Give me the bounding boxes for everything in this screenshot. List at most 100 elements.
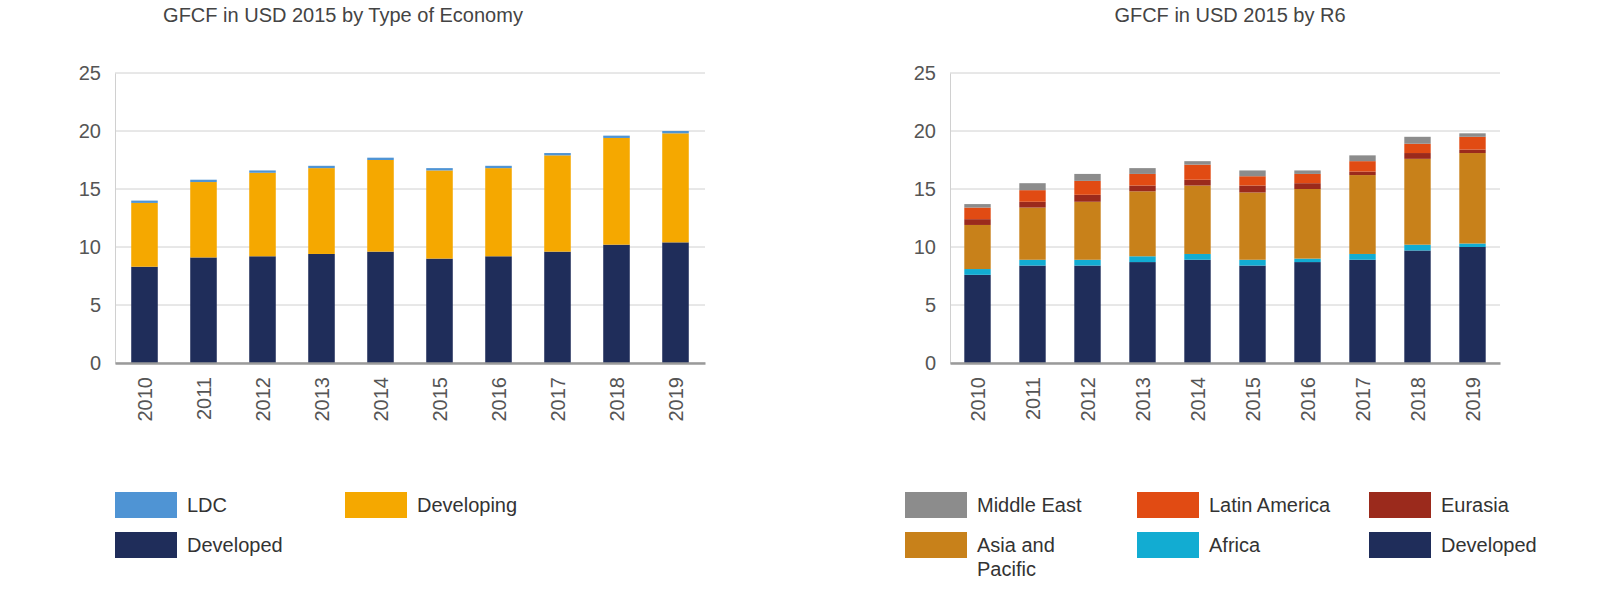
legend-item: Asia andPacific	[905, 532, 1055, 580]
tick-label: 15	[79, 178, 101, 200]
legend-label: Latin America	[1209, 494, 1331, 516]
bar	[1294, 174, 1320, 183]
axis-line	[115, 74, 116, 364]
bar	[249, 173, 276, 257]
bar	[426, 259, 453, 363]
tick-label: 10	[79, 236, 101, 258]
tick: 2016	[488, 363, 510, 422]
bar	[1294, 183, 1320, 189]
bar	[1294, 262, 1320, 363]
bar	[249, 170, 276, 172]
bar	[964, 208, 990, 220]
tick: 2013	[1132, 363, 1154, 422]
bar	[308, 168, 335, 254]
legend-swatch	[905, 492, 967, 518]
tick-label: 15	[914, 178, 936, 200]
legend-item: Developed	[1369, 532, 1537, 558]
bars	[131, 131, 689, 363]
bar	[662, 242, 689, 363]
bar	[964, 269, 990, 275]
bar	[190, 182, 217, 257]
legend-label: Middle East	[977, 494, 1082, 516]
bar	[190, 180, 217, 182]
legend-item: LDC	[115, 492, 227, 518]
tick: 2015	[1242, 363, 1264, 422]
bar	[1349, 254, 1375, 260]
bar	[1019, 260, 1045, 266]
legend-swatch	[345, 492, 407, 518]
bar	[1459, 137, 1485, 150]
grid-line	[115, 73, 705, 74]
tick-label: 2011	[193, 377, 215, 420]
tick-label: 5	[90, 294, 101, 316]
tick: 2011	[1022, 363, 1044, 420]
legend-label: Eurasia	[1441, 494, 1510, 516]
bar	[308, 254, 335, 363]
tick-label: 2019	[1462, 377, 1484, 422]
bar	[544, 155, 571, 251]
tick-label: 2018	[606, 377, 628, 422]
legend-swatch	[1369, 492, 1431, 518]
legend: DevelopedAfricaAsia andPacificEurasiaLat…	[905, 492, 1537, 580]
bar	[1239, 186, 1265, 193]
axis-line	[116, 362, 706, 365]
legend-item: Middle East	[905, 492, 1082, 518]
bar	[190, 257, 217, 363]
grid-line	[950, 73, 1500, 74]
bar	[1459, 247, 1485, 363]
tick: 2010	[134, 363, 156, 422]
x-axis: 2010201120122013201420152016201720182019	[116, 363, 706, 422]
bar	[1404, 137, 1430, 144]
tick: 2017	[1352, 363, 1374, 422]
tick: 5	[90, 294, 115, 316]
tick-label: 2013	[311, 377, 333, 422]
tick-label: 2017	[547, 377, 569, 422]
bar	[1349, 155, 1375, 161]
grid-line	[115, 363, 705, 364]
tick: 2013	[311, 363, 333, 422]
legend-swatch	[1137, 492, 1199, 518]
bar	[1239, 170, 1265, 176]
bar	[1184, 165, 1210, 180]
title: GFCF in USD 2015 by R6	[1114, 4, 1345, 26]
bar	[1239, 266, 1265, 363]
bar	[1184, 180, 1210, 186]
legend-label: Developed	[1441, 534, 1537, 556]
bar	[964, 225, 990, 269]
axis-line	[951, 362, 1501, 365]
bar	[1459, 133, 1485, 136]
tick: 25	[914, 62, 950, 84]
tick: 15	[914, 178, 950, 200]
legend-item: Developed	[115, 532, 283, 558]
tick: 10	[79, 236, 115, 258]
y-axis: 0510152025	[79, 62, 116, 374]
tick-label: 2012	[1077, 377, 1099, 422]
tick-label: 0	[925, 352, 936, 374]
tick-label: 2014	[370, 377, 392, 422]
bar	[131, 203, 158, 267]
bar	[1129, 186, 1155, 192]
bar	[1019, 266, 1045, 363]
tick: 20	[79, 120, 115, 142]
bar	[1129, 262, 1155, 363]
tick: 2019	[665, 363, 687, 422]
bar	[367, 160, 394, 252]
tick: 2012	[252, 363, 274, 422]
bar	[1404, 250, 1430, 363]
tick: 0	[925, 352, 950, 374]
tick-label: 2014	[1187, 377, 1209, 422]
bar	[1349, 260, 1375, 363]
tick: 0	[90, 352, 115, 374]
bar	[1459, 244, 1485, 247]
bar	[1129, 168, 1155, 174]
tick: 2019	[1462, 363, 1484, 422]
bar	[249, 256, 276, 363]
bar	[367, 158, 394, 160]
tick-label: 2011	[1022, 377, 1044, 420]
bar	[1129, 174, 1155, 186]
bar	[1019, 202, 1045, 208]
bar	[964, 219, 990, 225]
tick-label: 20	[914, 120, 936, 142]
bar	[1019, 208, 1045, 260]
legend-swatch	[115, 492, 177, 518]
